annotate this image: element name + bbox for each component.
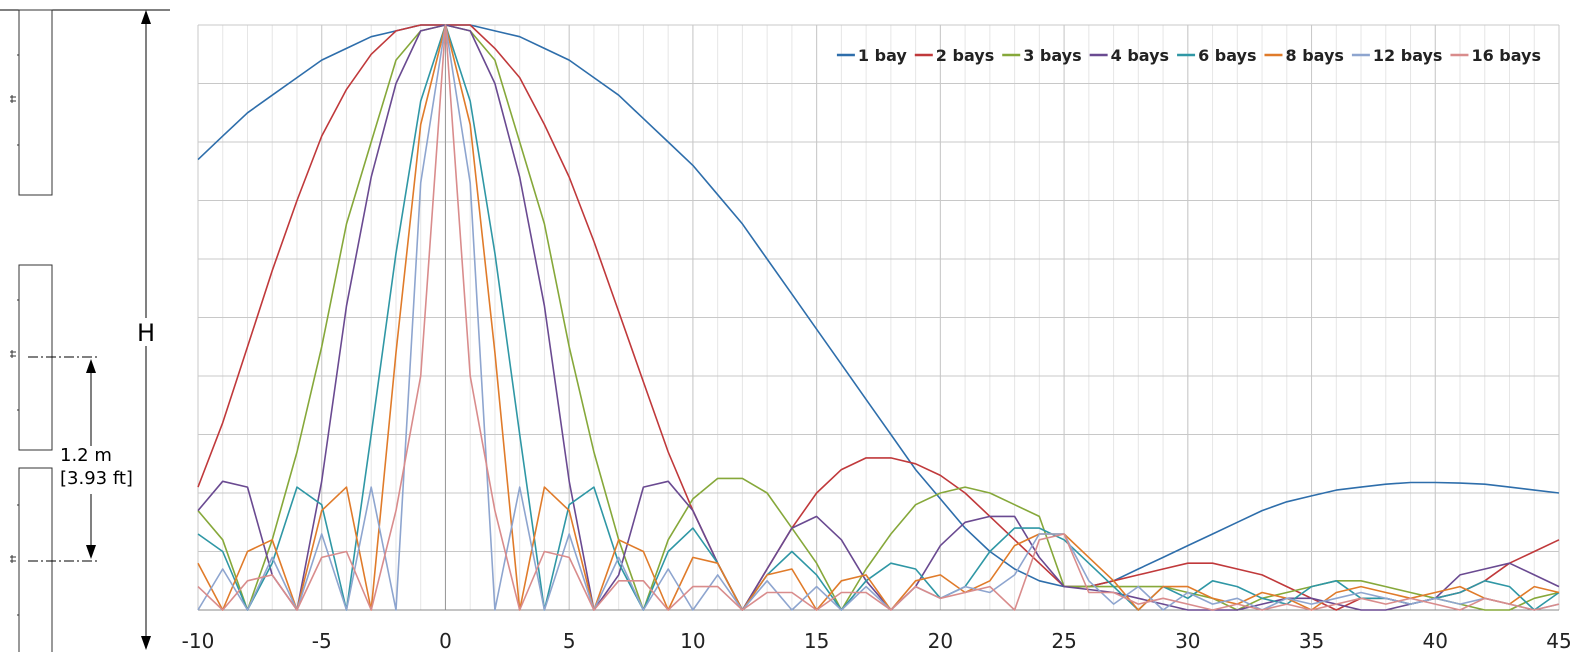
x-tick-label: 40	[1423, 629, 1448, 652]
x-tick-label: 15	[804, 629, 829, 652]
series-line-2	[197, 24, 1560, 611]
legend-label: 16 bays	[1471, 46, 1541, 65]
legend-label: 1 bay	[858, 46, 907, 65]
series-line-6	[197, 24, 1560, 611]
series-line-8	[197, 24, 1560, 611]
x-tick-label: 5	[563, 629, 576, 652]
legend-label: 6 bays	[1198, 46, 1256, 65]
antenna-bay-top	[18, 9, 53, 196]
legend-label: 4 bays	[1111, 46, 1169, 65]
legend-label: 2 bays	[936, 46, 994, 65]
series-line-7	[197, 24, 1560, 611]
legend-label: 3 bays	[1023, 46, 1081, 65]
grid-major	[197, 24, 1560, 611]
x-tick-label: 45	[1546, 629, 1571, 652]
series-line-5	[197, 24, 1560, 611]
x-tick-label: 25	[1051, 629, 1076, 652]
x-tick-label: 35	[1299, 629, 1324, 652]
x-tick-label: 20	[928, 629, 953, 652]
antenna-bay-bottom	[18, 467, 53, 652]
x-tick-label: 10	[680, 629, 705, 652]
x-tick-label: 30	[1175, 629, 1200, 652]
spacing-metric-label: 1.2 m	[60, 445, 112, 466]
x-tick-label: -5	[312, 629, 332, 652]
x-tick-label: 0	[439, 629, 452, 652]
legend: 1 bay 2 bays 3 bays 4 bays 6 bays 8 bays 12 ba…	[836, 46, 1541, 65]
x-axis-tick-labels: -10 -5 0 5 10 15 20 25 30 35 40 45	[182, 629, 1571, 652]
antenna-array-diagram: H 1.2 m [3.93 ft]	[0, 9, 170, 652]
height-label: H	[137, 319, 155, 347]
chart-area: -10 -5 0 5 10 15 20 25 30 35 40 45 1 bay 2 bays 3 bay…	[182, 24, 1571, 652]
legend-label: 8 bays	[1285, 46, 1343, 65]
series-lines	[197, 24, 1560, 611]
x-tick-label: -10	[182, 629, 215, 652]
series-line-4	[197, 24, 1560, 611]
spacing-imperial-label: [3.93 ft]	[60, 468, 133, 489]
legend-label: 12 bays	[1373, 46, 1443, 65]
